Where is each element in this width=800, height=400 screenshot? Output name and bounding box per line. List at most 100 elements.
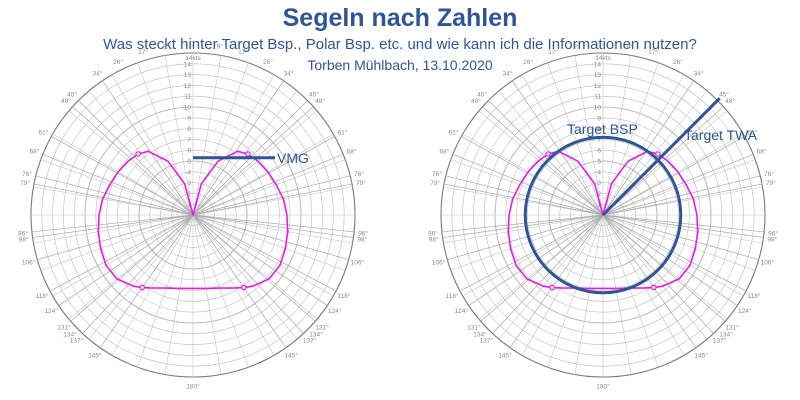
- reference-spoke: [42, 153, 194, 216]
- reference-spoke: [512, 80, 604, 216]
- angle-tick-label: 145°: [498, 352, 512, 360]
- angle-tick-label: 76°: [764, 170, 774, 178]
- grid-spoke: [192, 214, 353, 244]
- angle-tick-label: 9°: [163, 43, 170, 51]
- angle-tick-label: 98°: [19, 235, 29, 243]
- radial-tick-label: 7: [187, 137, 191, 144]
- angle-tick-label: 106°: [432, 259, 446, 267]
- angle-tick-label: 34°: [284, 70, 294, 78]
- grid-spoke: [602, 62, 659, 216]
- reference-spoke: [442, 214, 604, 238]
- reference-spoke: [33, 183, 194, 216]
- angle-tick-label: 76°: [22, 170, 32, 178]
- reference-spoke: [445, 175, 604, 216]
- angle-tick-label: 48°: [315, 97, 325, 105]
- radial-tick-label: 8: [597, 126, 601, 133]
- reference-spoke: [602, 214, 726, 322]
- radial-tick-label: 7: [597, 137, 601, 144]
- angle-tick-label: 131°: [315, 324, 329, 332]
- radial-tick-label: 6: [187, 148, 191, 155]
- radial-tick-label: 14: [184, 61, 192, 68]
- angle-tick-label: 131°: [725, 324, 739, 332]
- reference-spoke: [602, 175, 761, 216]
- angle-tick-label: 137°: [70, 337, 84, 345]
- reference-spoke: [602, 153, 754, 216]
- radial-tick-label: 9: [187, 115, 191, 122]
- angle-tick-label: 26°: [523, 58, 533, 66]
- angle-tick-label: 9°: [573, 43, 580, 51]
- radial-tick-label: 5: [187, 159, 191, 166]
- angle-tick-label: 180°: [596, 383, 610, 391]
- polar-marker: [549, 284, 556, 291]
- grid-spoke: [111, 74, 194, 216]
- reference-spoke: [192, 153, 344, 216]
- reference-spoke: [602, 214, 764, 238]
- grid-spoke: [192, 133, 334, 216]
- radial-tick-label: 2: [187, 191, 191, 198]
- target-bsp-label: Target BSP: [567, 121, 638, 137]
- reference-spoke: [102, 80, 194, 216]
- reference-spoke: [441, 214, 604, 233]
- angle-tick-label: 61°: [39, 129, 49, 137]
- grid-spoke: [164, 214, 194, 375]
- radial-tick-label: 1: [187, 202, 191, 209]
- angle-tick-label: 96°: [358, 229, 368, 237]
- grid-spoke: [40, 159, 194, 216]
- angle-tick-label: 106°: [761, 259, 775, 267]
- grid-spoke: [602, 214, 659, 368]
- reference-spoke: [192, 214, 287, 348]
- grid-spoke: [602, 214, 685, 356]
- angle-tick-label: 124°: [328, 307, 342, 315]
- grid-spoke: [164, 55, 194, 216]
- radial-tick-label: 4: [187, 169, 191, 176]
- angle-tick-label: 9°: [217, 43, 224, 51]
- angle-tick-label: 118°: [747, 292, 760, 300]
- reference-spoke: [192, 214, 337, 292]
- grid-spoke: [602, 55, 632, 216]
- angle-tick-label: 48°: [725, 97, 735, 105]
- grid-spoke: [521, 74, 604, 216]
- grid-spoke: [574, 214, 604, 375]
- reference-spoke: [488, 100, 604, 216]
- reference-spoke: [192, 214, 304, 334]
- reference-spoke: [192, 175, 351, 216]
- reference-spoke: [602, 214, 697, 348]
- reference-spoke: [35, 175, 194, 216]
- reference-spoke: [602, 80, 694, 216]
- reference-spoke: [82, 214, 194, 334]
- grid-spoke: [462, 214, 604, 297]
- angle-tick-label: 45°: [67, 91, 77, 99]
- angle-tick-label: 79°: [20, 179, 30, 187]
- angle-tick-label: 17°: [238, 48, 248, 56]
- reference-spoke: [452, 153, 604, 216]
- grid-spoke: [52, 214, 194, 297]
- angle-tick-label: 118°: [36, 292, 49, 300]
- reference-spoke: [192, 106, 314, 216]
- grid-spoke: [602, 74, 685, 216]
- radial-tick-label: 13: [184, 72, 192, 79]
- grid-spoke: [68, 214, 194, 320]
- reference-spoke: [99, 214, 194, 348]
- radial-tick-label: 9: [597, 115, 601, 122]
- reference-spoke: [49, 214, 194, 292]
- grid-spoke: [547, 62, 604, 216]
- grid-spoke: [192, 62, 249, 216]
- grid-spoke: [602, 214, 728, 320]
- polar-marker: [545, 151, 551, 157]
- angle-tick-label: 17°: [548, 48, 558, 56]
- angle-tick-label: 34°: [92, 70, 102, 78]
- grid-spoke: [111, 214, 194, 356]
- angle-tick-label: 134°: [473, 330, 487, 338]
- angle-tick-label: 17°: [138, 48, 148, 56]
- angle-tick-label: 79°: [766, 179, 776, 187]
- angle-tick-label: 134°: [309, 330, 323, 338]
- target-twa-line: [601, 97, 721, 217]
- grid-spoke: [192, 110, 318, 216]
- angle-tick-label: 145°: [284, 352, 298, 360]
- polar-curve: [507, 150, 699, 290]
- angle-tick-label: 26°: [673, 58, 683, 66]
- angle-tick-label: 68°: [347, 147, 357, 155]
- grid-spoke: [498, 214, 604, 340]
- target-bsp-circle: [523, 135, 683, 295]
- grid-spoke: [88, 214, 194, 340]
